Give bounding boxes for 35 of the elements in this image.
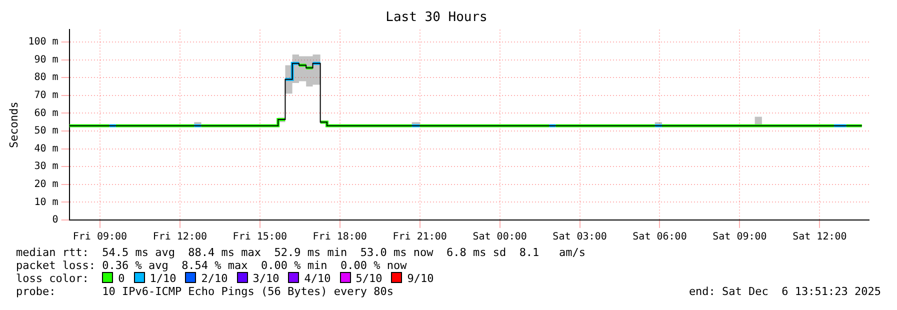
legend-title: loss color:	[16, 272, 90, 285]
legend-label: 5/10	[356, 272, 382, 285]
y-tick-label: 40 m	[34, 143, 58, 154]
y-tick-label: 80 m	[34, 72, 58, 84]
x-tick-label: Fri 15:00	[232, 232, 287, 243]
y-tick-label: 50 m	[34, 126, 58, 137]
x-tick-label: Fri 12:00	[152, 232, 208, 243]
text: probe: 10 IPv6-ICMP Echo Pings (56 Bytes) every 80s	[16, 285, 394, 298]
y-tick-label: 30 m	[34, 161, 58, 172]
text: end: Sat Dec 6 13:51:23 2025	[688, 285, 881, 298]
text: packet loss: 0.36 % avg 8.54 % max 0.00 % min 0.00 % now	[16, 259, 408, 272]
x-tick-label: Fri 18:00	[312, 232, 367, 243]
x-tick-label: Sat 09:00	[712, 232, 767, 243]
chart-title: Last 30 Hours	[386, 10, 488, 26]
text: median rtt: 54.5 ms avg 88.4 ms max 52.9 ms min 53.0 ms now 6.8 ms sd 8.1 am/s	[16, 246, 587, 259]
y-tick-label: 100 m	[28, 36, 58, 48]
x-tick-label: Sat 06:00	[632, 232, 687, 243]
y-tick-label: 20 m	[34, 179, 58, 190]
y-tick-label: 60 m	[34, 108, 58, 119]
x-tick-label: Sat 12:00	[792, 232, 847, 243]
x-tick-label: Fri 09:00	[72, 232, 128, 243]
y-tick-label: 0	[52, 214, 58, 226]
x-tick-label: Sat 00:00	[472, 232, 527, 243]
x-tick-label: Fri 21:00	[392, 232, 447, 243]
x-tick-label: Sat 03:00	[552, 232, 607, 243]
y-axis-title: Seconds	[7, 102, 20, 148]
legend-label: 3/10	[252, 272, 280, 285]
y-tick-label: 10 m	[34, 196, 58, 208]
legend-label: 9/10	[407, 272, 434, 285]
legend-label: 0	[118, 272, 125, 285]
y-tick-label: 90 m	[34, 54, 58, 66]
legend-label: 1/10	[150, 272, 176, 285]
y-tick-label: 70 m	[34, 90, 58, 102]
legend-label: 2/10	[201, 272, 228, 285]
legend-label: 4/10	[304, 272, 331, 285]
